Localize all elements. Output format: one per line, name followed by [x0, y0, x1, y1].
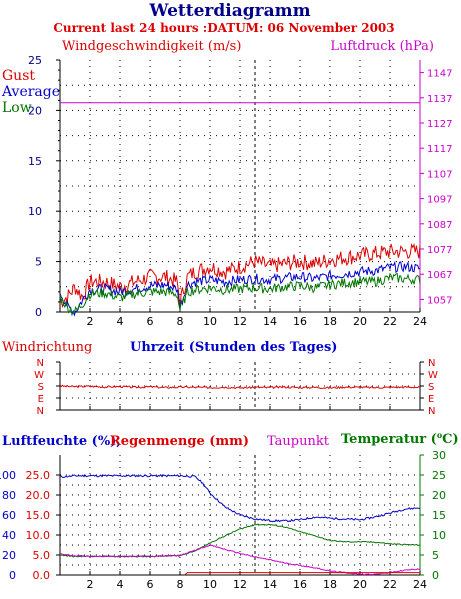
temp-tick-label: 20: [432, 489, 446, 502]
temp-tick-label: 10: [432, 529, 446, 542]
y2-tick-label: 1067: [427, 270, 452, 281]
y-tick-label: 0: [35, 306, 42, 319]
dir-tick-label-right: N: [428, 406, 435, 417]
series-taupunkt: [59, 543, 421, 576]
x-tick-label: 4: [117, 578, 124, 591]
x-tick-label: 22: [383, 578, 397, 591]
dewpoint-label: Taupunkt: [267, 434, 330, 449]
dir-tick-label-right: W: [428, 370, 438, 381]
temp-tick-label: 30: [432, 449, 446, 462]
x-tick-label: 2: [87, 315, 94, 328]
y2-tick-label: 1137: [427, 94, 452, 105]
series-gust: [59, 242, 421, 309]
y-tick-label: 25: [28, 54, 42, 67]
temperature-label: Temperatur (oC): [341, 430, 459, 447]
y2-tick-label: 1077: [427, 245, 452, 256]
humidity-tick-label: 80: [2, 489, 16, 502]
wind-speed-axis-label: Windgeschwindigkeit (m/s): [62, 39, 241, 54]
x-tick-label: 14: [263, 315, 277, 328]
legend-average: Average: [1, 84, 60, 100]
series-luftfeuchte: [59, 474, 421, 523]
y2-tick-label: 1057: [427, 295, 452, 306]
pressure-axis-label: Luftdruck (hPa): [330, 39, 434, 54]
y2-tick-label: 1097: [427, 195, 452, 206]
humidity-tick-label: 60: [2, 509, 16, 522]
y2-tick-label: 1087: [427, 220, 452, 231]
y-tick-label: 10: [28, 205, 42, 218]
humidity-tick-label: 100: [0, 469, 16, 482]
x-tick-label: 12: [233, 578, 247, 591]
dir-tick-label-right: S: [428, 382, 434, 393]
x-tick-label: 18: [323, 578, 337, 591]
x-tick-label: 10: [203, 315, 217, 328]
x-tick-label: 24: [413, 578, 427, 591]
y-tick-label: 20: [28, 104, 42, 117]
humidity-tick-label: 40: [2, 529, 16, 542]
wind-direction-panel: N NE ES SW WN N: [34, 358, 438, 417]
x-tick-label: 2: [87, 578, 94, 591]
dir-tick-label: W: [34, 370, 44, 381]
y2-tick-label: 1107: [427, 169, 452, 180]
rain-tick-label: 10.0: [26, 529, 51, 542]
dir-tick-label: N: [37, 406, 44, 417]
wind-pressure-panel: 0 5 10 15 20 25 1057 1067 1077 1087 1097 1107 1117 11…: [28, 54, 452, 328]
humidity-tick-label: 0: [9, 569, 16, 582]
x-tick-label: 20: [353, 578, 367, 591]
x-tick-label: 24: [413, 315, 427, 328]
y2-tick-label: 1127: [427, 119, 452, 130]
y-tick-label: 5: [35, 256, 42, 269]
temp-tick-label: 25: [432, 469, 446, 482]
series-regenmenge: [184, 572, 420, 576]
rain-tick-label: 0.0: [33, 569, 51, 582]
y2-tick-label: 1147: [427, 69, 452, 80]
series-temperatur: [59, 523, 421, 558]
wind-direction-label: Windrichtung: [2, 340, 92, 355]
y2-tick-label: 1117: [427, 144, 452, 155]
x-tick-label: 6: [147, 315, 154, 328]
rain-tick-label: 20.0: [26, 489, 51, 502]
x-tick-label: 12: [233, 315, 247, 328]
temp-tick-label: 5: [432, 549, 439, 562]
x-tick-label: 16: [293, 578, 307, 591]
time-axis-label: Uhrzeit (Stunden des Tages): [130, 340, 337, 355]
legend-gust: Gust: [2, 68, 35, 84]
dir-tick-label: N: [37, 358, 44, 369]
y-tick-label: 15: [28, 155, 42, 168]
x-tick-label: 8: [177, 315, 184, 328]
x-tick-label: 6: [147, 578, 154, 591]
x-tick-label: 16: [293, 315, 307, 328]
dir-tick-label-right: E: [428, 394, 434, 405]
temp-tick-label: 0: [432, 569, 439, 582]
humidity-temperature-panel: 0 20 40 60 80 100 0.0 5.0 10.0 15.0 20.0 25.0 0 5 10 15…: [0, 449, 446, 591]
dir-tick-label-right: N: [428, 358, 435, 369]
series-low: [59, 272, 421, 315]
rain-label: Regenmenge (mm): [110, 434, 249, 449]
legend-low: Low: [2, 100, 32, 116]
humidity-tick-label: 20: [2, 549, 16, 562]
dir-tick-label: E: [38, 394, 44, 405]
rain-tick-label: 15.0: [26, 509, 51, 522]
x-tick-label: 14: [263, 578, 277, 591]
chart-subtitle: Current last 24 hours :DATUM: 06 Novembe…: [53, 21, 394, 35]
x-tick-label: 18: [323, 315, 337, 328]
x-tick-label: 4: [117, 315, 124, 328]
dir-tick-label: S: [38, 382, 44, 393]
temp-tick-label: 15: [432, 509, 446, 522]
rain-tick-label: 5.0: [33, 549, 51, 562]
humidity-label: Luftfeuchte (%),: [2, 434, 121, 449]
x-tick-label: 10: [203, 578, 217, 591]
series-wind-direction: [59, 384, 421, 390]
x-tick-label: 22: [383, 315, 397, 328]
series-average: [59, 260, 421, 317]
x-tick-label: 8: [177, 578, 184, 591]
chart-title: Wetterdiagramm: [148, 1, 310, 21]
x-tick-label: 20: [353, 315, 367, 328]
rain-tick-label: 25.0: [26, 469, 51, 482]
